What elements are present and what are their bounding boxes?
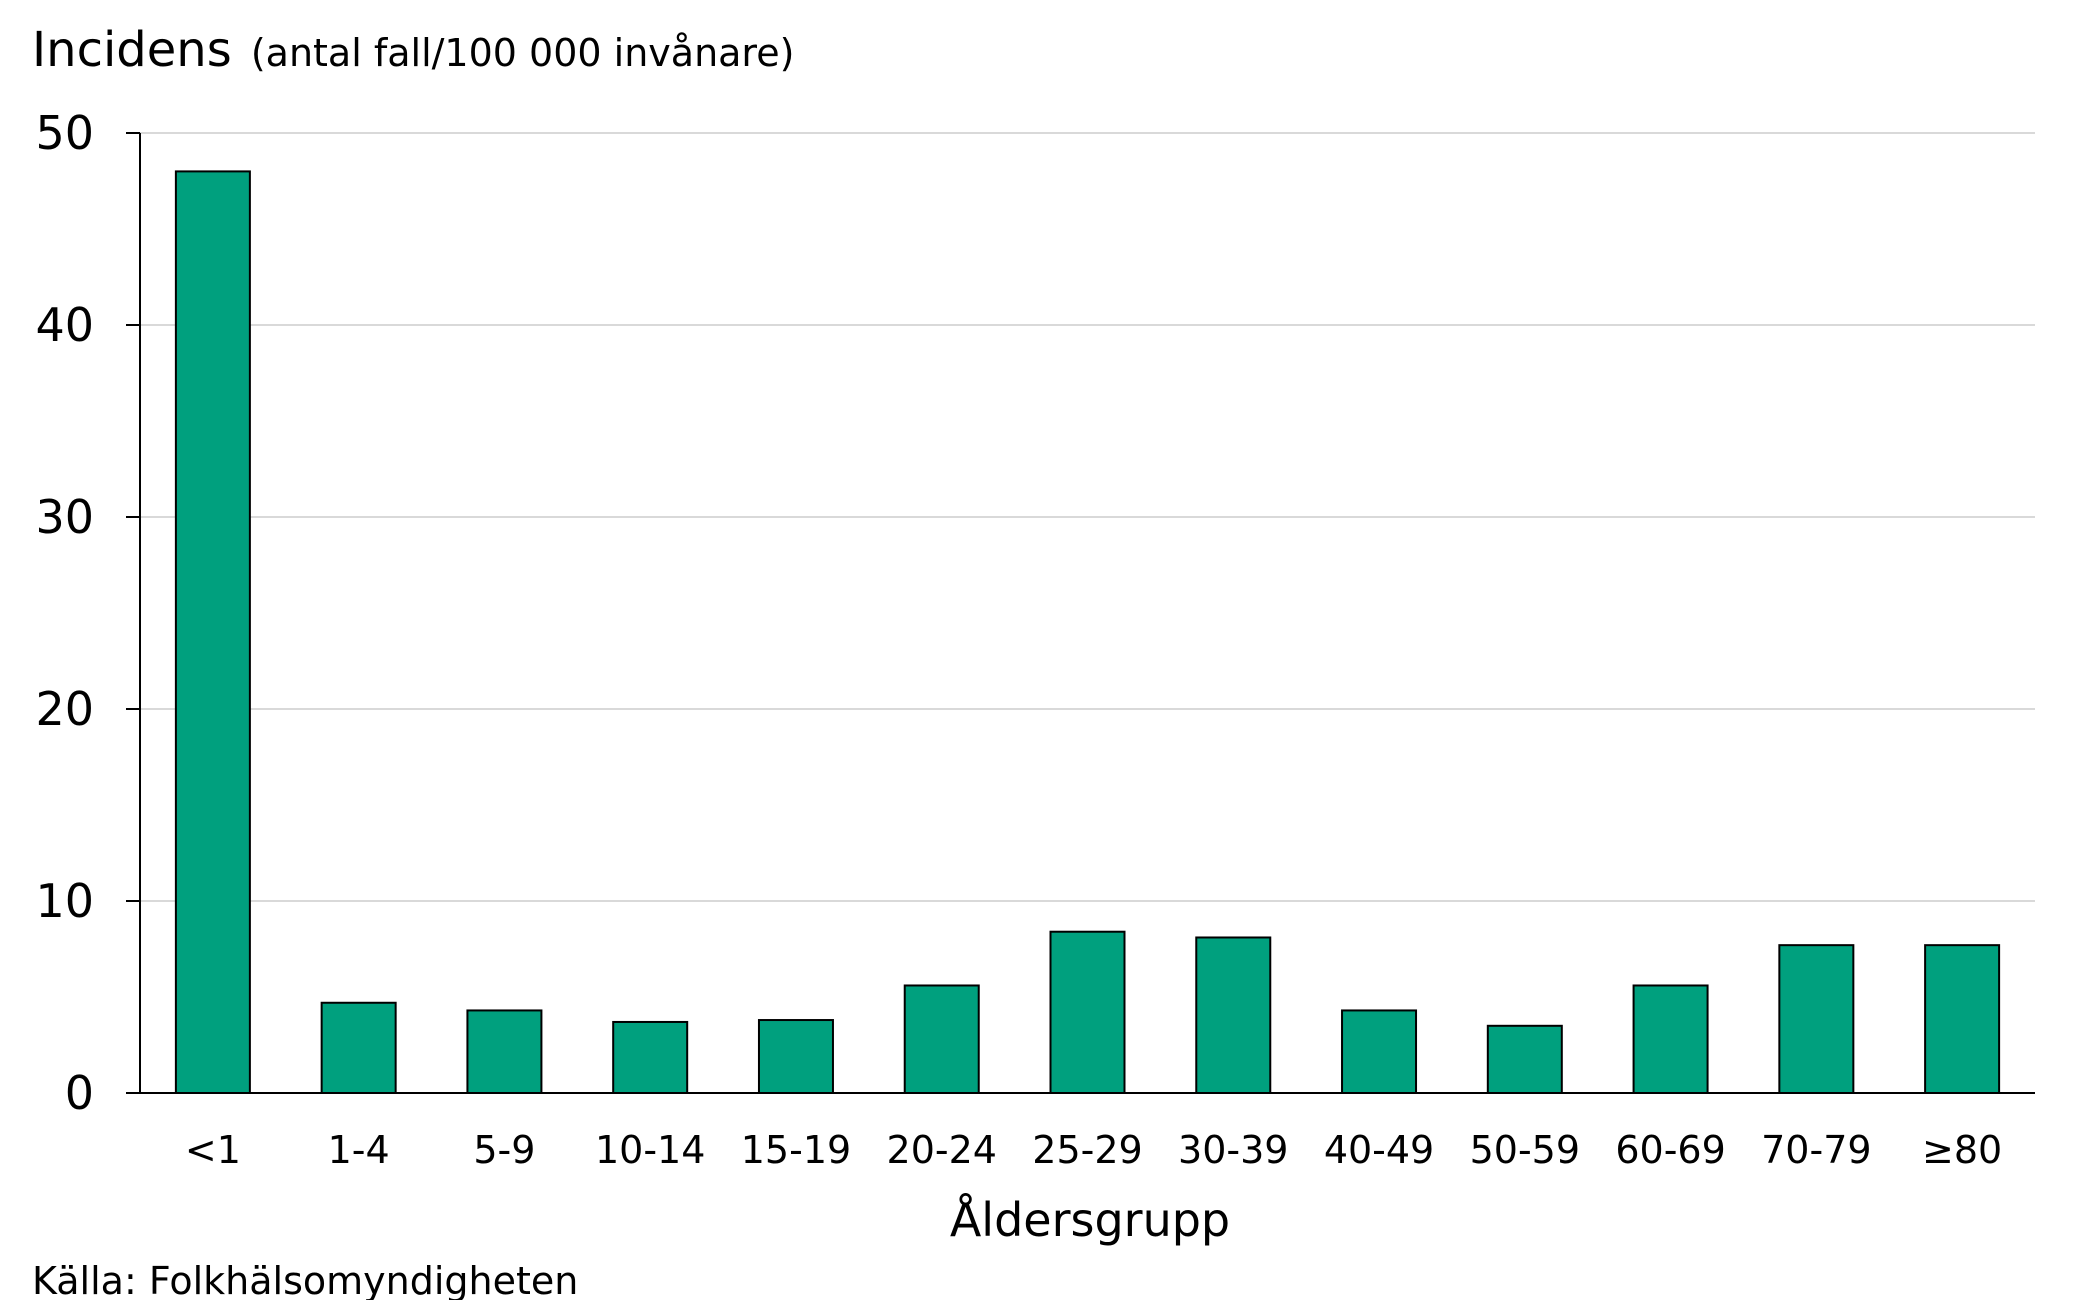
y-axis-title: Incidens (antal fall/100 000 invånare) xyxy=(32,22,794,78)
y-tick-labels: 0 10 20 30 40 50 xyxy=(35,106,94,1120)
axes xyxy=(126,132,2035,1094)
x-category-labels: <1 1-4 5-9 10-14 15-19 20-24 25-29 30-39 40-49 50… xyxy=(185,1128,2002,1172)
x-category-label: 5-9 xyxy=(473,1128,535,1172)
x-category-label: 20-24 xyxy=(887,1128,997,1172)
y-axis-label: Incidens xyxy=(32,22,232,78)
x-category-label: 60-69 xyxy=(1615,1128,1725,1172)
bars xyxy=(174,170,2001,1095)
y-tick-label: 20 xyxy=(35,682,94,736)
gridlines xyxy=(140,132,2035,902)
bar xyxy=(320,1001,397,1095)
x-axis-label: Åldersgrupp xyxy=(950,1193,1230,1247)
x-category-label: 70-79 xyxy=(1761,1128,1871,1172)
x-category-label: 10-14 xyxy=(595,1128,705,1172)
source-note: Källa: Folkhälsomyndigheten xyxy=(32,1259,578,1300)
y-tick-label: 30 xyxy=(35,490,94,544)
bar xyxy=(1049,930,1126,1094)
x-category-label: 1-4 xyxy=(328,1128,390,1172)
bar xyxy=(612,1020,689,1095)
bar xyxy=(757,1019,834,1094)
y-tick-label: 40 xyxy=(35,298,94,352)
bar xyxy=(174,170,251,1094)
y-axis-unit: (antal fall/100 000 invånare) xyxy=(251,31,795,75)
bar xyxy=(1632,984,1709,1094)
bar xyxy=(1341,1009,1418,1094)
y-tick-label: 50 xyxy=(35,106,94,160)
y-tick-label: 0 xyxy=(65,1066,94,1120)
bar xyxy=(466,1009,543,1094)
bar xyxy=(1778,944,1855,1094)
x-category-label: <1 xyxy=(185,1128,241,1172)
y-tick-label: 10 xyxy=(35,874,94,928)
x-category-label: 30-39 xyxy=(1178,1128,1288,1172)
bar xyxy=(1924,944,2001,1094)
x-category-label: 15-19 xyxy=(741,1128,851,1172)
bar xyxy=(1195,936,1272,1094)
bar xyxy=(903,984,980,1094)
x-category-label: 40-49 xyxy=(1324,1128,1434,1172)
bar xyxy=(1486,1024,1563,1095)
x-category-label: ≥80 xyxy=(1922,1128,2002,1172)
x-category-label: 25-29 xyxy=(1032,1128,1142,1172)
x-category-label: 50-59 xyxy=(1470,1128,1580,1172)
